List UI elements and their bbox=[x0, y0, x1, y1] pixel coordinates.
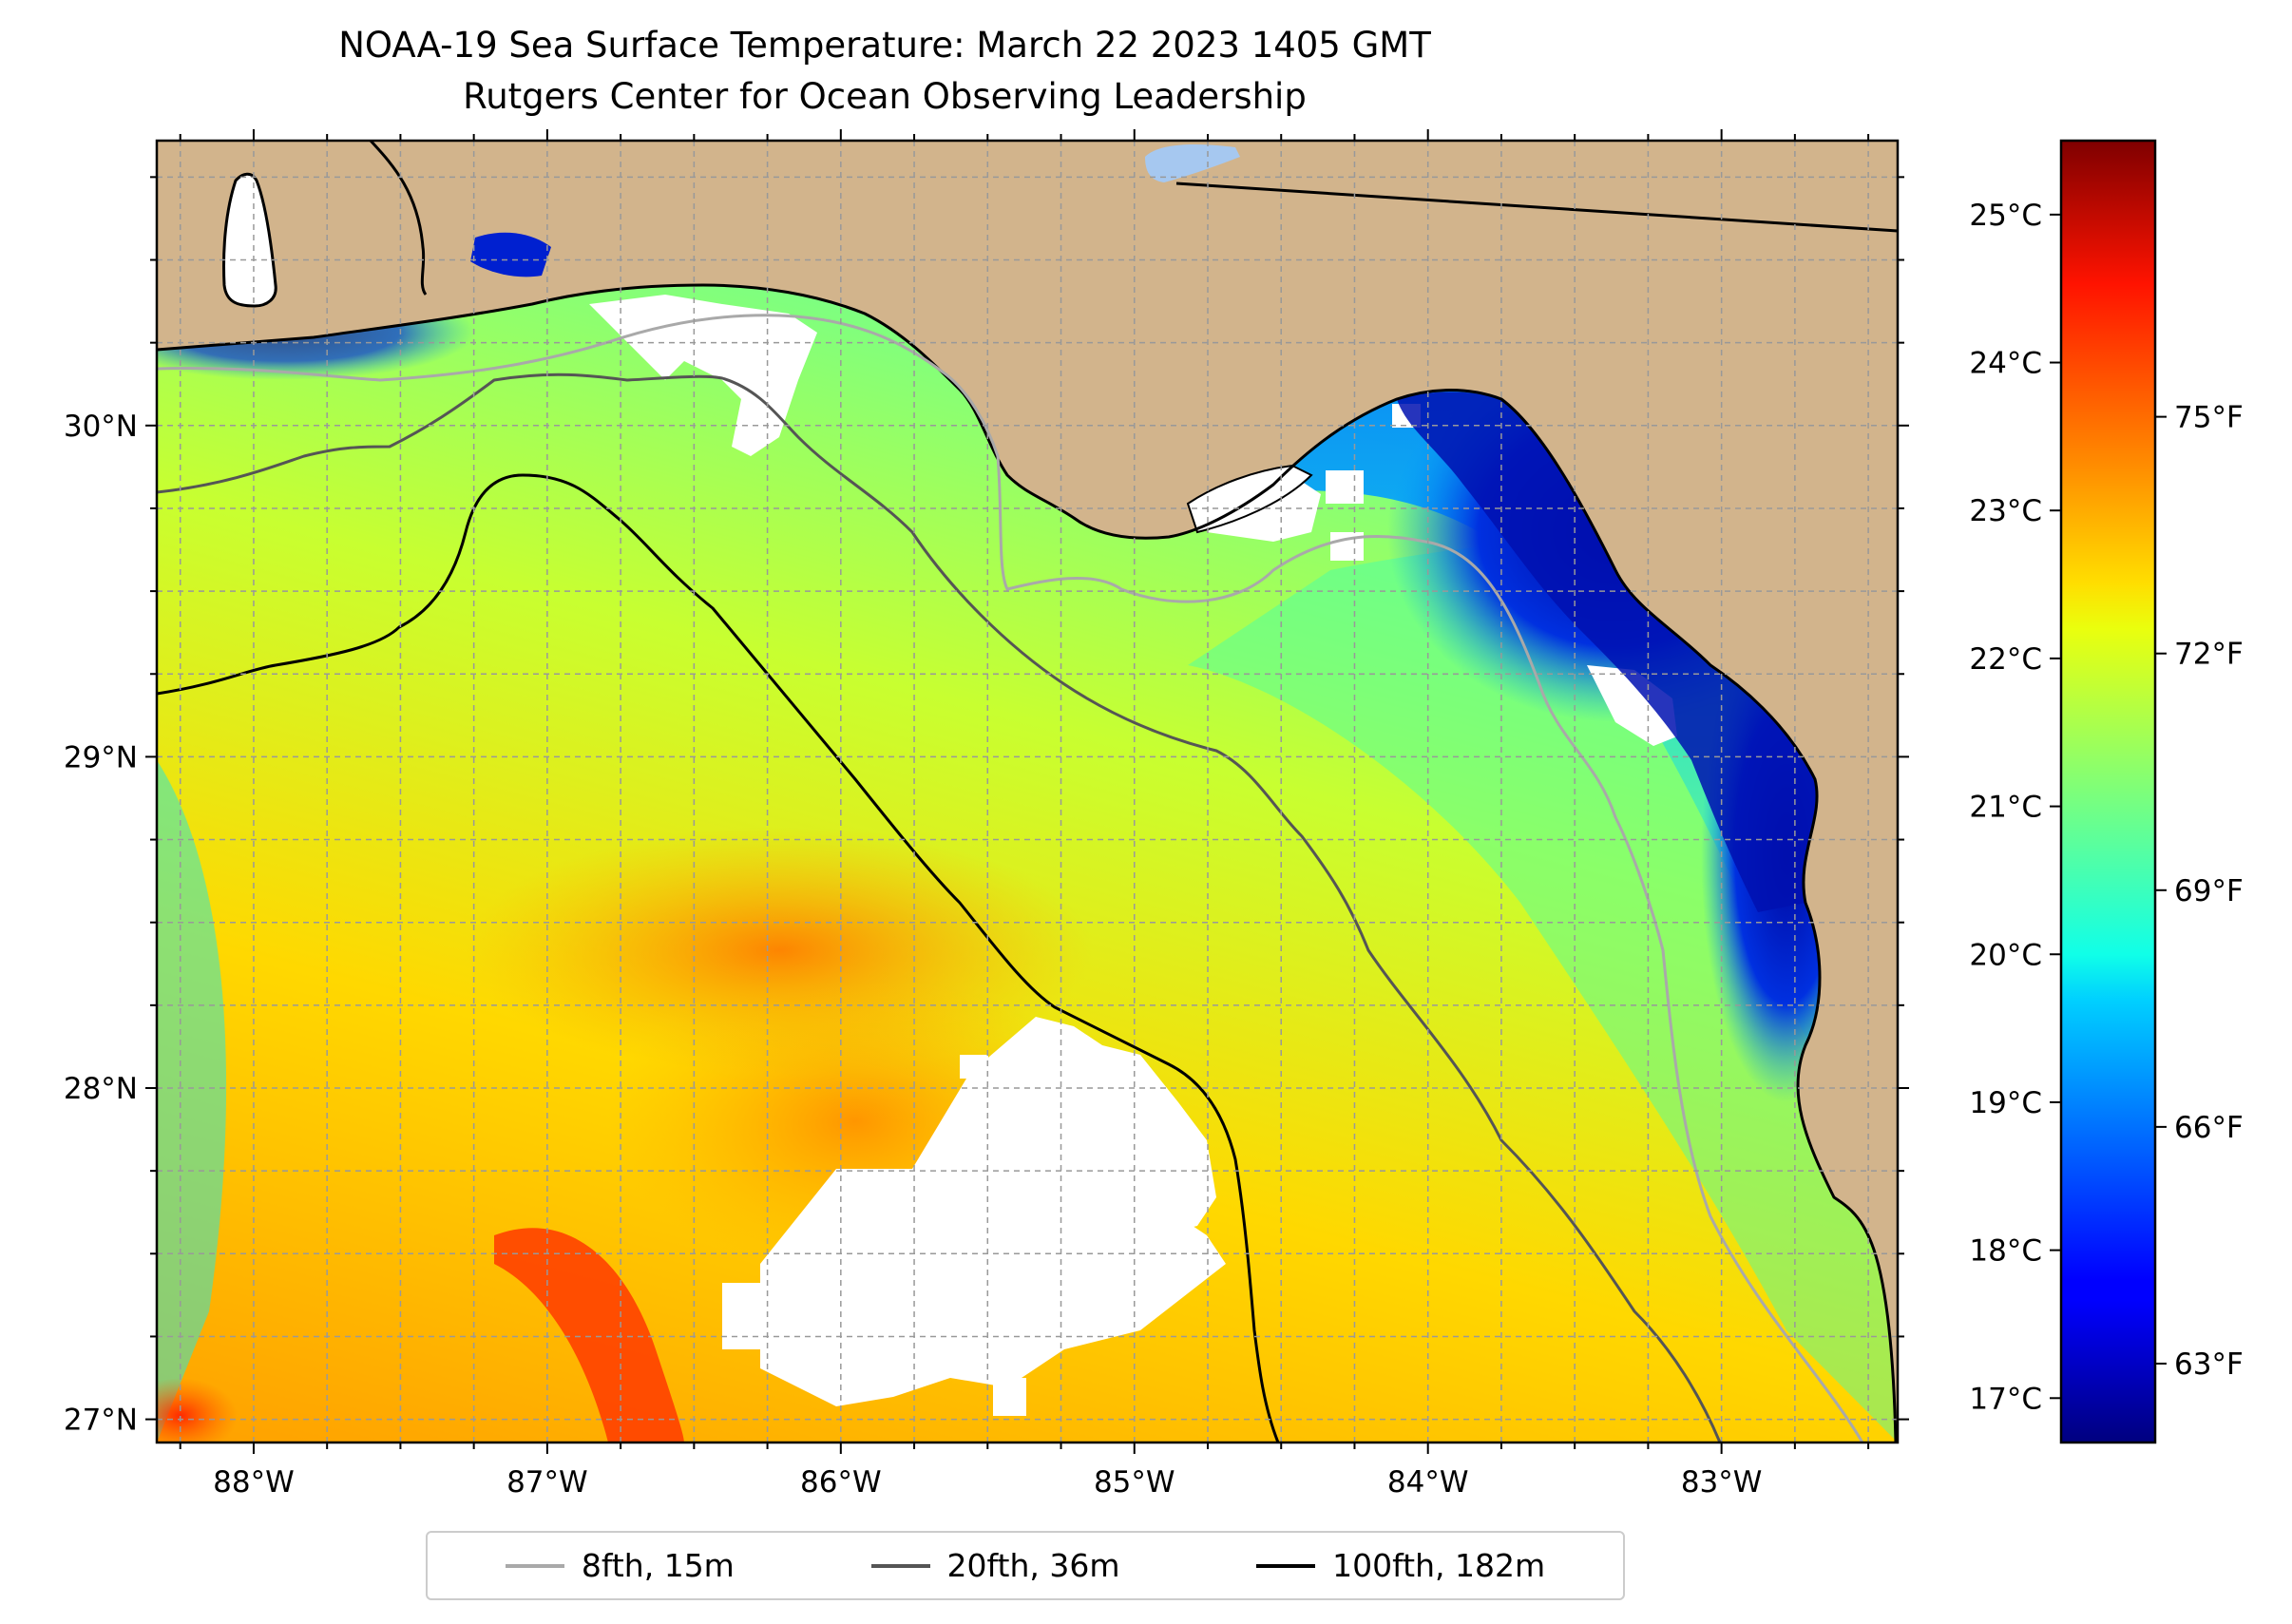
lon-tick-label: 88°W bbox=[213, 1465, 295, 1500]
lake bbox=[1145, 144, 1240, 182]
land-area bbox=[157, 141, 1898, 1442]
graticule bbox=[157, 141, 1898, 1442]
fahrenheit-tick-label: 66°F bbox=[2174, 1111, 2244, 1145]
map-frame bbox=[155, 139, 1900, 1444]
lon-tick-label: 84°W bbox=[1387, 1465, 1469, 1500]
colorbar-axes: 17°C 18°C 19°C 20°C 21°C 22°C 23°C 24°C 25°C 63°F… bbox=[1969, 199, 2243, 1416]
fahrenheit-tick-label: 72°F bbox=[2174, 638, 2244, 672]
legend-item-100fth: 100fth, 182m bbox=[1256, 1547, 1545, 1584]
celsius-tick-label: 20°C bbox=[1969, 938, 2042, 972]
lon-tick-label: 85°W bbox=[1094, 1465, 1175, 1500]
lat-tick-label: 30°N bbox=[64, 410, 138, 444]
mobile-bay bbox=[222, 172, 277, 308]
legend-label-20fth: 20fth, 36m bbox=[946, 1547, 1120, 1584]
isobath-100fth bbox=[157, 473, 1280, 1442]
lat-tick-label: 28°N bbox=[64, 1072, 138, 1106]
isobath-8fth bbox=[157, 314, 1864, 1442]
celsius-tick-label: 19°C bbox=[1969, 1086, 2042, 1120]
chart-subtitle: Rutgers Center for Ocean Observing Leade… bbox=[463, 76, 1307, 117]
lat-tick-label: 27°N bbox=[64, 1404, 138, 1438]
isobath-20fth bbox=[157, 373, 1722, 1442]
legend-item-20fth: 20fth, 36m bbox=[870, 1547, 1120, 1584]
legend-swatch-8fth bbox=[505, 1563, 564, 1568]
fahrenheit-tick-label: 75°F bbox=[2174, 401, 2244, 435]
state-border bbox=[1175, 182, 1898, 233]
fahrenheit-tick-label: 69°F bbox=[2174, 874, 2244, 908]
lon-tick-label: 83°W bbox=[1681, 1465, 1763, 1500]
fahrenheit-tick-label: 63°F bbox=[2174, 1347, 2244, 1382]
colorbar bbox=[2059, 139, 2157, 1444]
coastline bbox=[157, 283, 1898, 1442]
celsius-tick-label: 17°C bbox=[1969, 1382, 2042, 1416]
lon-tick-label: 87°W bbox=[506, 1465, 588, 1500]
celsius-tick-label: 21°C bbox=[1969, 791, 2042, 825]
legend-swatch-100fth bbox=[1256, 1563, 1316, 1568]
celsius-tick-label: 22°C bbox=[1969, 642, 2042, 677]
warm-current bbox=[494, 1228, 684, 1442]
lat-tick-label: 29°N bbox=[64, 740, 138, 774]
lon-tick-label: 86°W bbox=[800, 1465, 882, 1500]
celsius-tick-label: 18°C bbox=[1969, 1234, 2042, 1269]
legend-label-100fth: 100fth, 182m bbox=[1332, 1547, 1546, 1584]
legend-swatch-20fth bbox=[870, 1563, 930, 1568]
legend-label-8fth: 8fth, 15m bbox=[581, 1547, 735, 1584]
map-axes: 88°W 87°W 86°W 85°W 84°W 83°W 27°N 28°N 29°N 30°N bbox=[64, 129, 1909, 1500]
celsius-tick-label: 25°C bbox=[1969, 199, 2042, 233]
no-data-areas bbox=[223, 176, 1677, 1416]
celsius-tick-label: 23°C bbox=[1969, 494, 2042, 528]
celsius-tick-label: 24°C bbox=[1969, 347, 2042, 381]
legend-item-8fth: 8fth, 15m bbox=[505, 1547, 735, 1584]
legend: 8fth, 15m 20fth, 36m 100fth, 182m bbox=[426, 1531, 1625, 1600]
sst-map-panel bbox=[157, 141, 1898, 1442]
chart-title: NOAA-19 Sea Surface Temperature: March 2… bbox=[338, 25, 1431, 66]
